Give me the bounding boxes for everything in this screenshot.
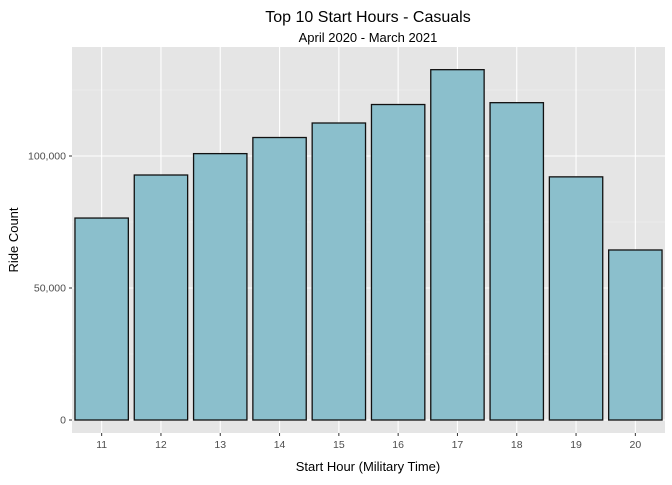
y-tick-label: 50,000: [34, 283, 66, 295]
bars-layer: [74, 69, 663, 421]
bar-15: [311, 122, 367, 421]
bar-17: [430, 69, 485, 421]
x-tick-label: 17: [452, 439, 464, 451]
x-tick-label: 13: [214, 439, 226, 451]
x-tick-label: 14: [274, 439, 286, 451]
bar-13: [192, 152, 248, 421]
x-tick-label: 15: [333, 439, 345, 451]
chart-subtitle: April 2020 - March 2021: [299, 30, 438, 45]
y-tick-label: 100,000: [28, 151, 66, 163]
bar-19: [548, 176, 604, 421]
bar-14: [252, 136, 307, 421]
chart-title: Top 10 Start Hours - Casuals: [265, 9, 470, 26]
y-tick-label: 0: [60, 415, 66, 427]
bar-18: [489, 102, 545, 421]
x-tick-label: 16: [392, 439, 404, 451]
axis-layer: 0 50,000 100,000 11 12 13 14 15 16 17 18 19 20: [28, 151, 641, 452]
bar-11: [74, 217, 129, 421]
x-tick-label: 19: [570, 439, 582, 451]
x-tick-label: 18: [511, 439, 523, 451]
y-axis-label: Ride Count: [6, 207, 21, 272]
bar-12: [133, 174, 189, 421]
bar-16: [370, 103, 426, 421]
x-tick-label: 20: [630, 439, 642, 451]
x-axis-label: Start Hour (Military Time): [296, 459, 440, 474]
x-tick-label: 12: [155, 439, 167, 451]
bar-20: [608, 249, 663, 421]
x-tick-label: 11: [96, 439, 107, 451]
